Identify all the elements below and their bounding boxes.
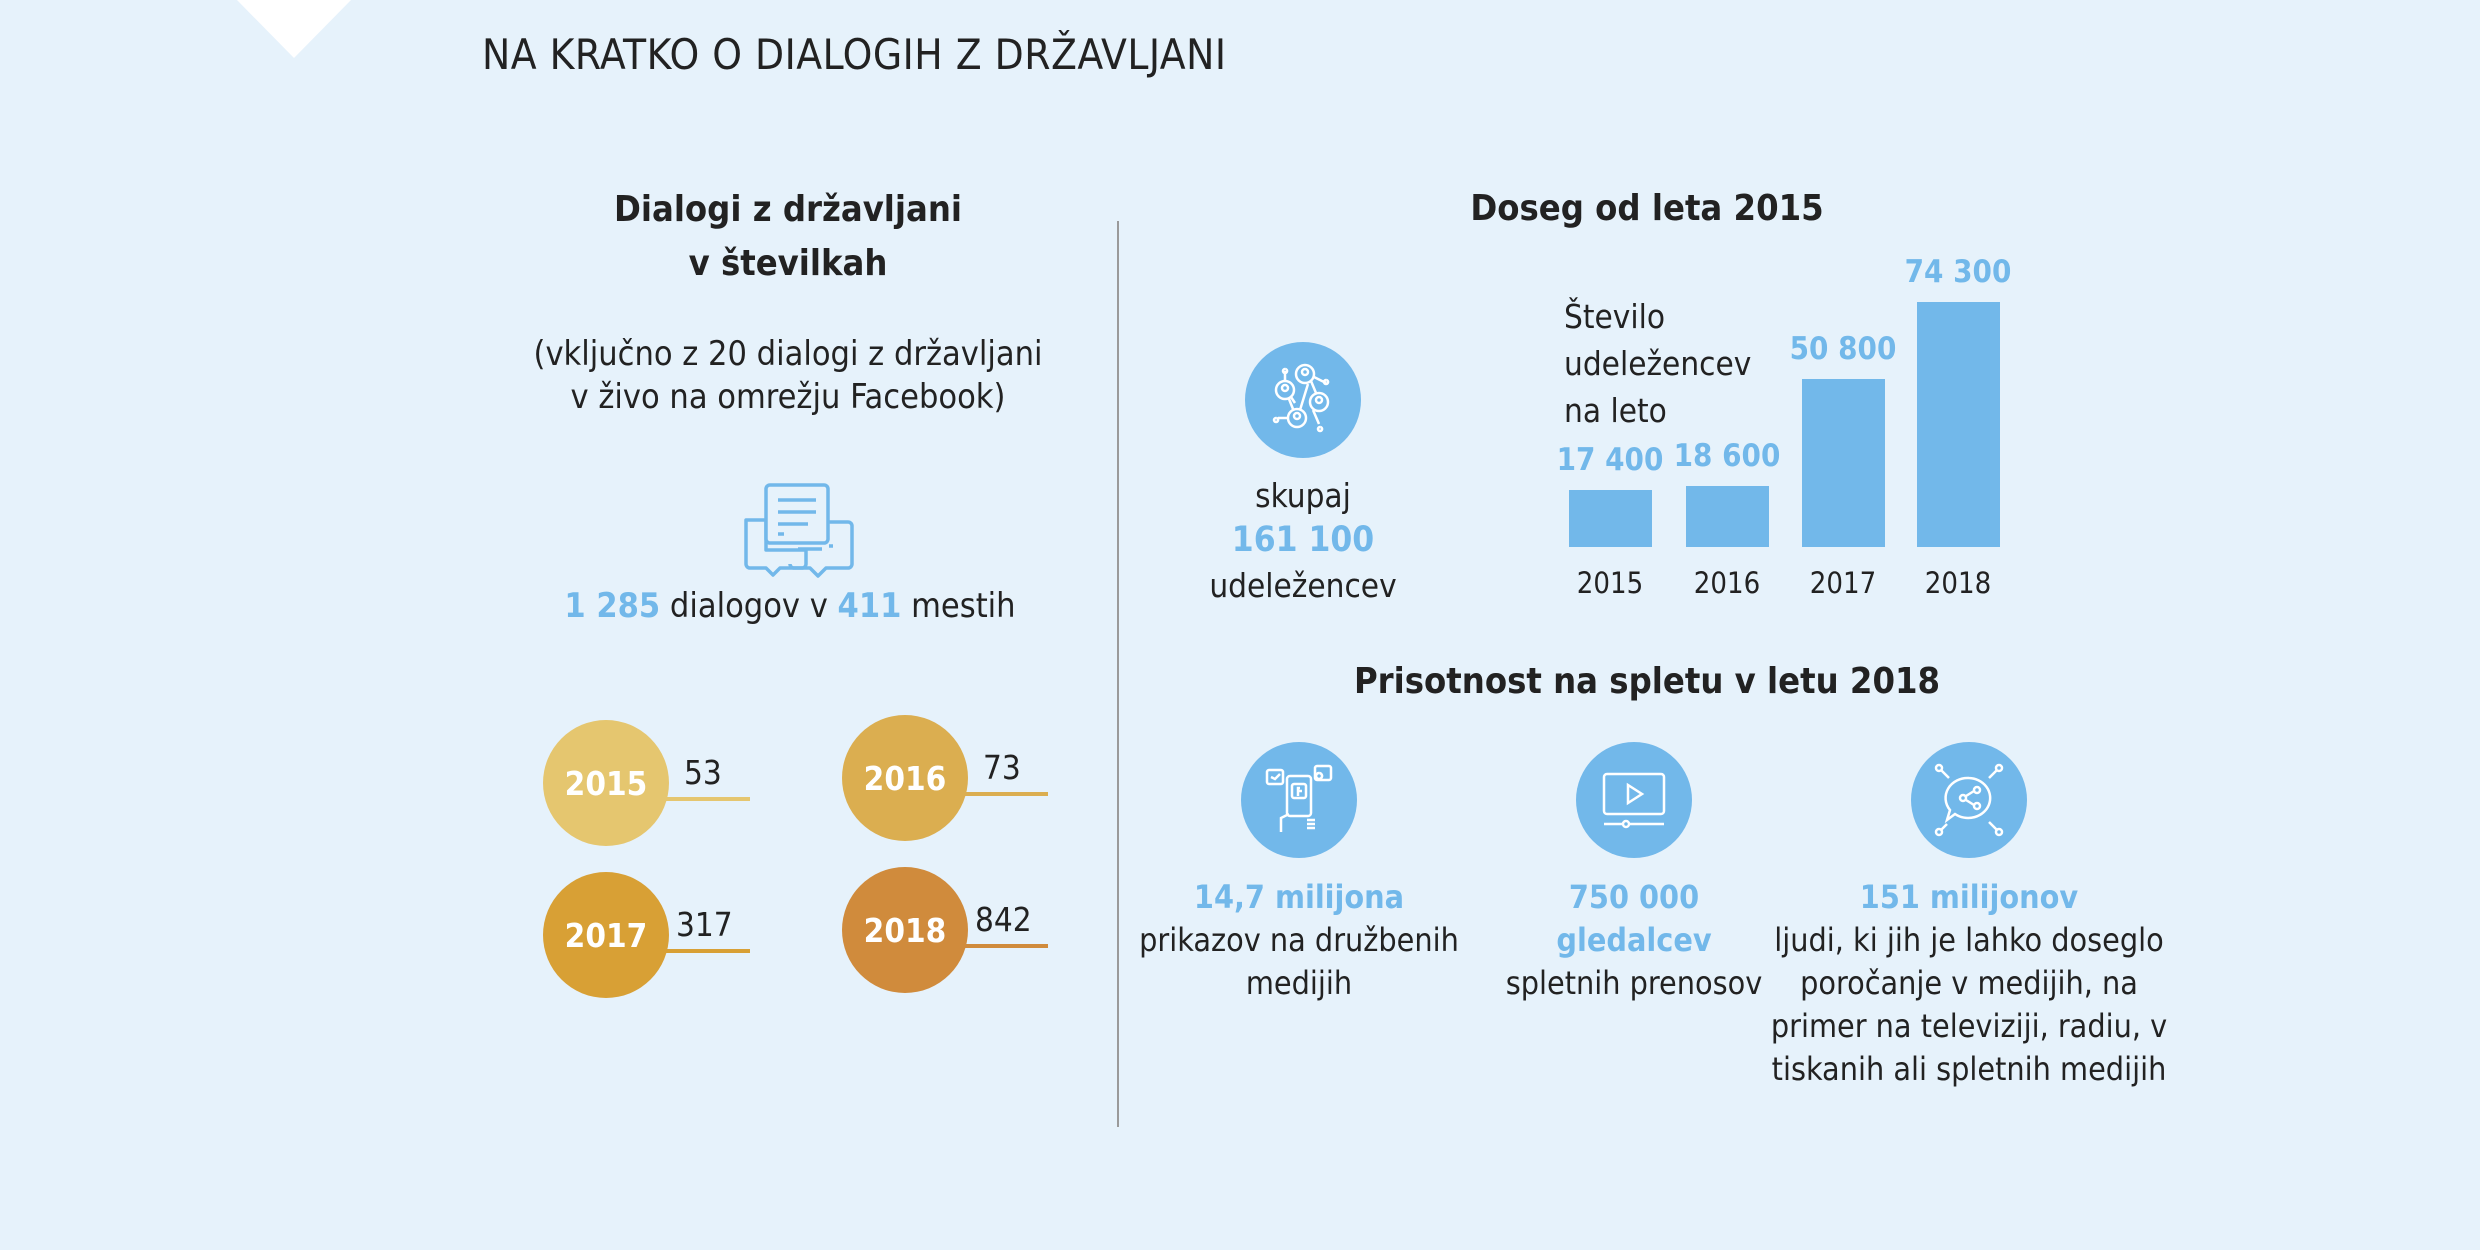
note-line1: (vključno z 20 dialogi z državljani [533,334,1043,374]
decorative-triangle [237,0,351,58]
social-line: medijih [1245,964,1353,1002]
page-title: NA KRATKO O DIALOGIH Z DRŽAVLJANI [482,30,1227,79]
streams-value: 750 000 [1568,878,1700,916]
left-heading: Dialogi z državljani v številkah [614,183,962,291]
dialogs-summary: 1 285 dialogov v 411 mestih [564,585,1015,628]
x-tick-label: 2017 [1809,566,1877,600]
year-count: 842 [975,900,1032,939]
total-unit: udeležencev [1209,566,1397,605]
cities-text: mestih [901,586,1016,626]
online-stat-media: 151 milijonov ljudi, ki jih je lahko dos… [1771,876,2167,1091]
year-count: 53 [684,753,722,792]
social-line: prikazov na družbenih [1139,921,1459,959]
year-underline [656,949,750,953]
online-stat-streams: 750 000 gledalcev spletnih prenosov [1506,876,1763,1005]
bar-value-label: 50 800 [1789,331,1897,368]
bar-2016 [1685,485,1769,547]
year-count: 73 [983,748,1021,787]
left-heading-line2: v številkah [688,243,888,284]
chart-label-line3: na leto [1564,391,1667,430]
total-participants: skupaj 161 100 udeležencev [1209,473,1396,608]
bar-2017 [1801,379,1885,547]
cities-count: 411 [837,586,902,626]
media-line: tiskanih ali spletnih medijih [1771,1050,2167,1088]
media-line: primer na televiziji, radiu, v [1770,1007,2168,1045]
year-count: 317 [676,905,733,944]
total-value: 161 100 [1231,520,1375,560]
network-people-icon [1245,342,1361,458]
year-underline [955,792,1048,796]
chat-bubbles-icon [743,482,855,582]
year-circle: 2016 [842,715,968,841]
bar-2018 [1916,302,2000,547]
x-tick-label: 2016 [1693,566,1761,600]
year-circle: 2017 [543,872,669,998]
bar-2015 [1568,489,1652,547]
bar-value-label: 17 400 [1556,441,1664,478]
year-underline [656,797,750,801]
chart-label-line1: Število [1564,297,1665,336]
media-value: 151 milijonov [1859,878,2079,916]
year-circle: 2015 [543,720,669,846]
left-note: (vključno z 20 dialogi z državljani v ži… [534,333,1043,419]
year-underline [955,944,1048,948]
bar-value-label: 18 600 [1673,437,1781,474]
chart-label-line2: udeležencev [1564,344,1752,383]
x-tick-label: 2018 [1924,566,1992,600]
media-line: poročanje v medijih, na [1800,964,2138,1002]
divider [1117,221,1119,1127]
online-heading: Prisotnost na spletu v letu 2018 [1353,661,1941,702]
chart-label: Število udeležencev na leto [1564,293,1751,434]
media-share-icon [1911,742,2027,858]
dialogs-text: dialogov v [660,586,838,626]
streams-unit: gledalcev [1556,921,1712,959]
reach-heading: Doseg od leta 2015 [1470,188,1824,229]
streams-line: spletnih prenosov [1505,964,1763,1002]
year-circle: 2018 [842,867,968,993]
social-value: 14,7 milijona [1193,878,1405,916]
note-line2: v živo na omrežju Facebook) [570,377,1006,417]
media-line: ljudi, ki jih je lahko doseglo [1774,921,2164,959]
left-heading-line1: Dialogi z državljani [614,189,962,230]
total-label: skupaj [1255,476,1351,515]
video-player-icon [1576,742,1692,858]
x-tick-label: 2015 [1576,566,1644,600]
online-stat-social: 14,7 milijona prikazov na družbenih medi… [1139,876,1459,1005]
dialogs-count: 1 285 [564,586,661,626]
social-media-phone-icon [1241,742,1357,858]
bar-value-label: 74 300 [1904,254,2012,290]
